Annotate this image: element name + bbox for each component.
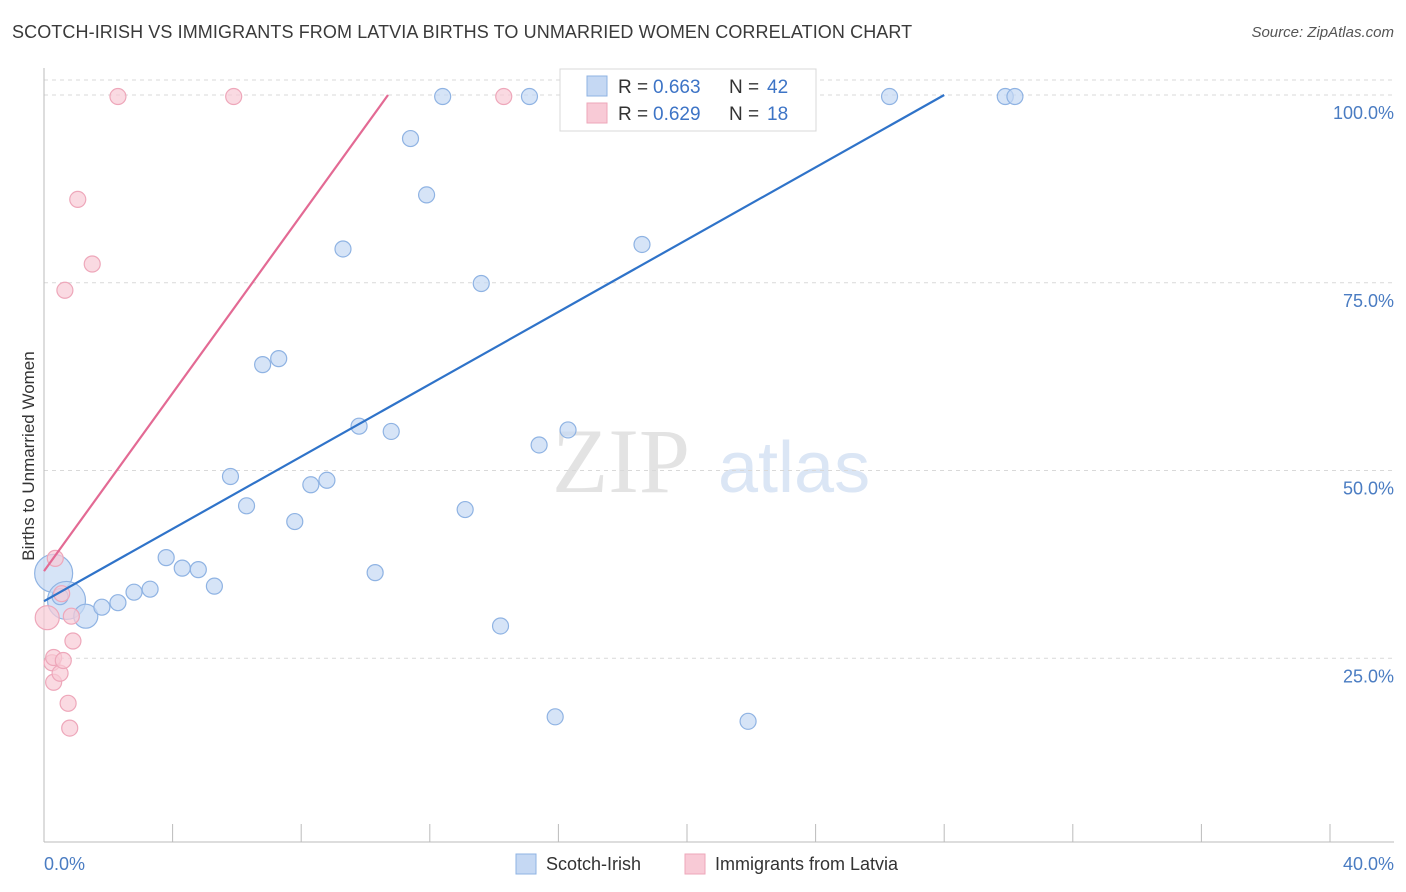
data-point-blue-21: [382, 422, 400, 441]
data-point-blue-22: [401, 129, 420, 148]
data-point-blue-3: [93, 598, 111, 616]
data-point-blue-38: [880, 87, 899, 106]
axes: 25.0% 50.0% 75.0% 100.0%: [43, 68, 1394, 843]
data-point-blue-14: [270, 350, 288, 368]
x-tick-label-min: 0.0%: [44, 854, 85, 874]
stats-legend-r-label-pink: R =: [618, 104, 648, 125]
data-point-blue-5: [125, 583, 143, 601]
data-point-blue-13: [254, 356, 272, 374]
data-point-pink-0: [34, 605, 60, 631]
gridlines: [44, 79, 1394, 659]
data-point-blue-9: [189, 561, 207, 579]
stats-legend-n-label-blue: N =: [729, 77, 759, 98]
data-point-blue-25: [456, 500, 474, 519]
data-point-pink-10: [61, 719, 79, 737]
data-point-pink-11: [62, 607, 80, 625]
data-point-blue-7: [157, 549, 175, 567]
data-point-pink-9: [59, 694, 77, 712]
stats-legend-n-label-pink: N =: [729, 104, 759, 125]
data-point-blue-11: [221, 467, 240, 486]
stats-legend-swatch-pink: [586, 102, 608, 124]
trend-line-pink: [43, 94, 389, 572]
legend-swatch-latvia: [684, 853, 706, 875]
y-tick-label-3: 100.0%: [1333, 103, 1394, 123]
stats-legend: R = 0.663 N = 42 R = 0.629 N = 18: [559, 68, 817, 132]
data-points: [34, 87, 1024, 737]
stats-legend-r-value-pink: 0.629: [653, 104, 701, 125]
watermark-atlas: atlas: [718, 428, 870, 508]
data-point-pink-12: [64, 632, 82, 650]
bottom-legend: Scotch-Irish Immigrants from Latvia: [515, 853, 899, 875]
trend-line-blue: [43, 94, 945, 603]
y-tick-label-1: 50.0%: [1343, 479, 1394, 499]
data-point-blue-36: [739, 712, 757, 730]
y-axis-label: Births to Unmarried Women: [19, 351, 38, 560]
stats-legend-swatch-blue: [586, 75, 608, 97]
trend-lines: [43, 94, 945, 603]
data-point-blue-28: [520, 87, 539, 106]
data-point-blue-16: [302, 476, 320, 494]
data-point-blue-17: [318, 471, 336, 489]
chart-title: SCOTCH-IRISH VS IMMIGRANTS FROM LATVIA B…: [12, 22, 913, 42]
stats-legend-r-label-blue: R =: [618, 77, 648, 98]
data-point-pink-7: [54, 651, 72, 670]
data-point-blue-20: [366, 564, 384, 582]
data-point-blue-12: [237, 497, 256, 515]
source-credit: Source: ZipAtlas.com: [1251, 24, 1394, 41]
data-point-blue-18: [334, 240, 352, 258]
stats-legend-n-value-blue: 42: [767, 77, 788, 98]
data-point-blue-27: [491, 617, 510, 635]
x-tick-label-max: 40.0%: [1343, 854, 1394, 874]
legend-swatch-scotch-irish: [515, 853, 537, 875]
data-point-blue-8: [173, 559, 191, 577]
data-point-blue-32: [633, 235, 651, 254]
data-point-blue-26: [472, 274, 490, 293]
data-point-pink-14: [83, 255, 101, 273]
data-point-pink-17: [495, 87, 513, 106]
data-point-blue-15: [286, 512, 304, 531]
data-point-pink-13: [69, 190, 87, 209]
data-point-pink-8: [56, 281, 74, 299]
data-point-pink-15: [109, 87, 127, 106]
data-point-blue-40: [1006, 87, 1024, 106]
legend-label-latvia: Immigrants from Latvia: [715, 854, 899, 874]
data-point-blue-31: [559, 421, 577, 439]
data-point-blue-29: [530, 436, 548, 454]
data-point-blue-10: [205, 577, 223, 595]
data-point-pink-16: [225, 87, 243, 106]
data-point-blue-6: [141, 580, 159, 598]
data-point-blue-24: [434, 87, 452, 106]
y-tick-label-2: 75.0%: [1343, 291, 1394, 311]
data-point-blue-4: [109, 594, 127, 612]
stats-legend-n-value-pink: 18: [767, 104, 788, 125]
y-tick-label-0: 25.0%: [1343, 666, 1394, 686]
stats-legend-r-value-blue: 0.663: [653, 77, 701, 98]
data-point-blue-30: [546, 708, 564, 726]
legend-label-scotch-irish: Scotch-Irish: [546, 854, 641, 874]
data-point-blue-23: [417, 186, 436, 204]
